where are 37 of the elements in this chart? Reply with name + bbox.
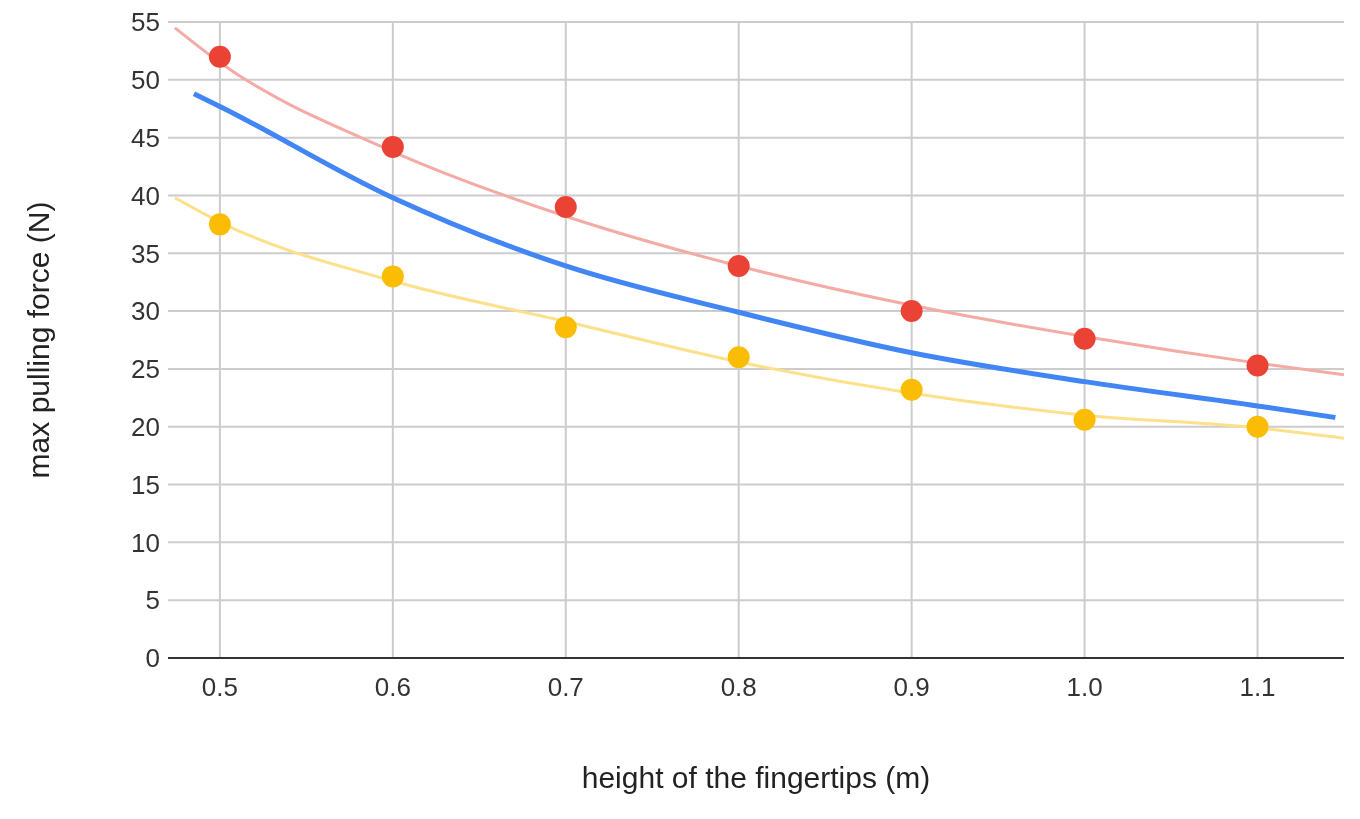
- point: [1246, 354, 1269, 377]
- x-tick-label: 1.1: [1239, 672, 1276, 703]
- point: [554, 196, 577, 219]
- y-axis-title: max pulling force (N): [21, 201, 55, 479]
- point: [900, 378, 923, 401]
- x-tick-label: 0.8: [720, 672, 757, 703]
- x-tick-label: 0.7: [547, 672, 584, 703]
- point: [381, 265, 404, 288]
- point: [727, 346, 750, 369]
- point: [554, 316, 577, 339]
- point: [900, 300, 923, 323]
- y-tick-label: 0: [145, 643, 160, 674]
- y-tick-label: 25: [131, 354, 160, 385]
- point: [208, 45, 231, 68]
- point: [1073, 408, 1096, 431]
- y-tick-label: 35: [131, 238, 160, 269]
- x-axis-title: height of the fingertips (m): [581, 761, 931, 794]
- point: [727, 254, 750, 277]
- point: [1246, 415, 1269, 438]
- y-tick-label: 5: [145, 585, 160, 616]
- y-tick-label: 15: [131, 469, 160, 500]
- y-tick-label: 40: [131, 180, 160, 211]
- x-tick-label: 0.6: [374, 672, 411, 703]
- point: [1073, 327, 1096, 350]
- x-tick-label: 1.0: [1066, 672, 1103, 703]
- y-tick-label: 30: [131, 296, 160, 327]
- y-tick-label: 10: [131, 527, 160, 558]
- x-tick-label: 0.5: [201, 672, 238, 703]
- line-series: [173, 26, 1344, 377]
- y-tick-label: 55: [131, 7, 160, 38]
- x-tick-label: 0.9: [893, 672, 930, 703]
- y-tick-label: 20: [131, 411, 160, 442]
- line-series: [173, 196, 1344, 440]
- y-tick-label: 50: [131, 65, 160, 96]
- y-tick-label: 45: [131, 122, 160, 153]
- point: [208, 213, 231, 236]
- point: [381, 135, 404, 158]
